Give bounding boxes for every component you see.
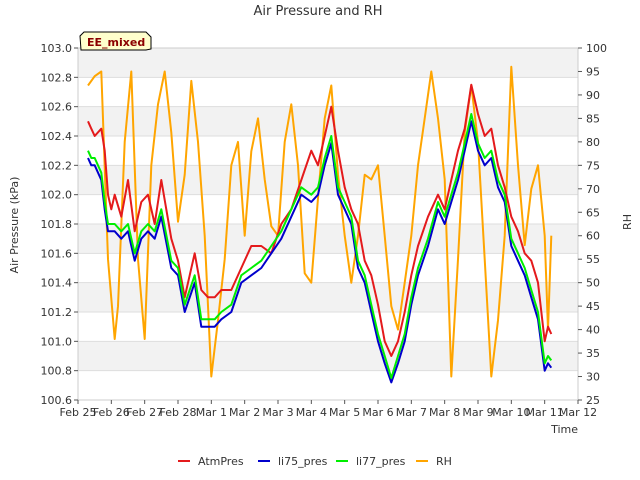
y-tick-label: 102.4 xyxy=(41,130,73,143)
y-tick-label: 102.0 xyxy=(41,189,73,202)
series-line-atmpres xyxy=(87,83,553,357)
y2-tick-label: 30 xyxy=(586,371,600,384)
y2-tick-label: 75 xyxy=(586,159,600,172)
plot-band xyxy=(78,224,578,254)
legend-label: li75_pres xyxy=(278,455,328,468)
y-tick-label: 102.6 xyxy=(41,101,73,114)
y-tick-label: 101.8 xyxy=(41,218,73,231)
x-tick-label: Feb 28 xyxy=(160,406,197,419)
series-lines xyxy=(87,65,553,384)
y2-tick-label: 65 xyxy=(586,206,600,219)
y2-tick-label: 50 xyxy=(586,277,600,290)
x-tick-label: Feb 26 xyxy=(93,406,130,419)
x-tick-label: Mar 12 xyxy=(559,406,597,419)
x-tick-label: Mar 3 xyxy=(262,406,293,419)
chart-title: Air Pressure and RH xyxy=(253,4,382,19)
badge-label: EE_mixed xyxy=(87,36,145,49)
y-tick-label: 102.2 xyxy=(41,159,73,172)
x-tick-label: Mar 6 xyxy=(362,406,393,419)
y-axis-left: 100.6 100.8 101.0 101.2 101.4 101.6 101.8 102.0… xyxy=(41,42,78,407)
x-tick-label: Mar 1 xyxy=(196,406,227,419)
legend-label: RH xyxy=(436,455,452,468)
plot-band xyxy=(78,312,578,342)
y-tick-label: 100.6 xyxy=(41,394,73,407)
plot-band xyxy=(78,48,578,78)
y-tick-label: 101.0 xyxy=(41,335,73,348)
y2-tick-label: 100 xyxy=(586,42,607,55)
badge-box xyxy=(79,31,152,51)
legend-label: AtmPres xyxy=(198,455,244,468)
y2-tick-label: 90 xyxy=(586,89,600,102)
x-tick-label: Mar 11 xyxy=(526,406,564,419)
x-tick-label: Mar 9 xyxy=(462,406,493,419)
x-tick-label: Mar 4 xyxy=(296,406,327,419)
x-tick-label: Mar 10 xyxy=(492,406,530,419)
series-line-li77-pres xyxy=(87,113,553,379)
x-tick-label: Mar 5 xyxy=(329,406,360,419)
y2-tick-label: 85 xyxy=(586,112,600,125)
y2-tick-label: 45 xyxy=(586,300,600,313)
x-axis-title: Time xyxy=(550,423,578,436)
y-tick-label: 101.4 xyxy=(41,277,73,290)
y-tick-label: 101.6 xyxy=(41,247,73,260)
y2-tick-label: 40 xyxy=(586,324,600,337)
y2-tick-label: 35 xyxy=(586,347,600,360)
y-axis-right: 25 30 35 40 45 50 55 60 65 70 75 80 85 90 95 100 xyxy=(578,42,607,407)
badge: EE_mixed xyxy=(79,31,152,51)
plot-band xyxy=(78,253,578,283)
y-tick-label: 101.2 xyxy=(41,306,73,319)
y2-tick-label: 60 xyxy=(586,230,600,243)
y2-tick-label: 70 xyxy=(586,183,600,196)
y2-tick-label: 80 xyxy=(586,136,600,149)
x-tick-label: Mar 8 xyxy=(429,406,460,419)
y2-tick-label: 95 xyxy=(586,65,600,78)
x-tick-label: Feb 27 xyxy=(126,406,163,419)
y-axis-title: Air Pressure (kPa) xyxy=(8,177,21,274)
x-tick-label: Mar 2 xyxy=(229,406,260,419)
y2-tick-label: 55 xyxy=(586,253,600,266)
plot-band xyxy=(78,341,578,371)
y-tick-label: 102.8 xyxy=(41,71,73,84)
x-tick-label: Feb 25 xyxy=(60,406,97,419)
y2-axis-title: RH xyxy=(621,214,634,230)
y-tick-label: 103.0 xyxy=(41,42,73,55)
y-tick-label: 100.8 xyxy=(41,365,73,378)
legend-label: li77_pres xyxy=(356,455,406,468)
plot-band xyxy=(78,282,578,312)
series-line-li75-pres xyxy=(87,120,553,384)
y2-tick-label: 25 xyxy=(586,394,600,407)
legend: AtmPres li75_pres li77_pres RH xyxy=(178,455,452,468)
plot-band xyxy=(78,370,578,400)
x-tick-label: Mar 7 xyxy=(396,406,427,419)
